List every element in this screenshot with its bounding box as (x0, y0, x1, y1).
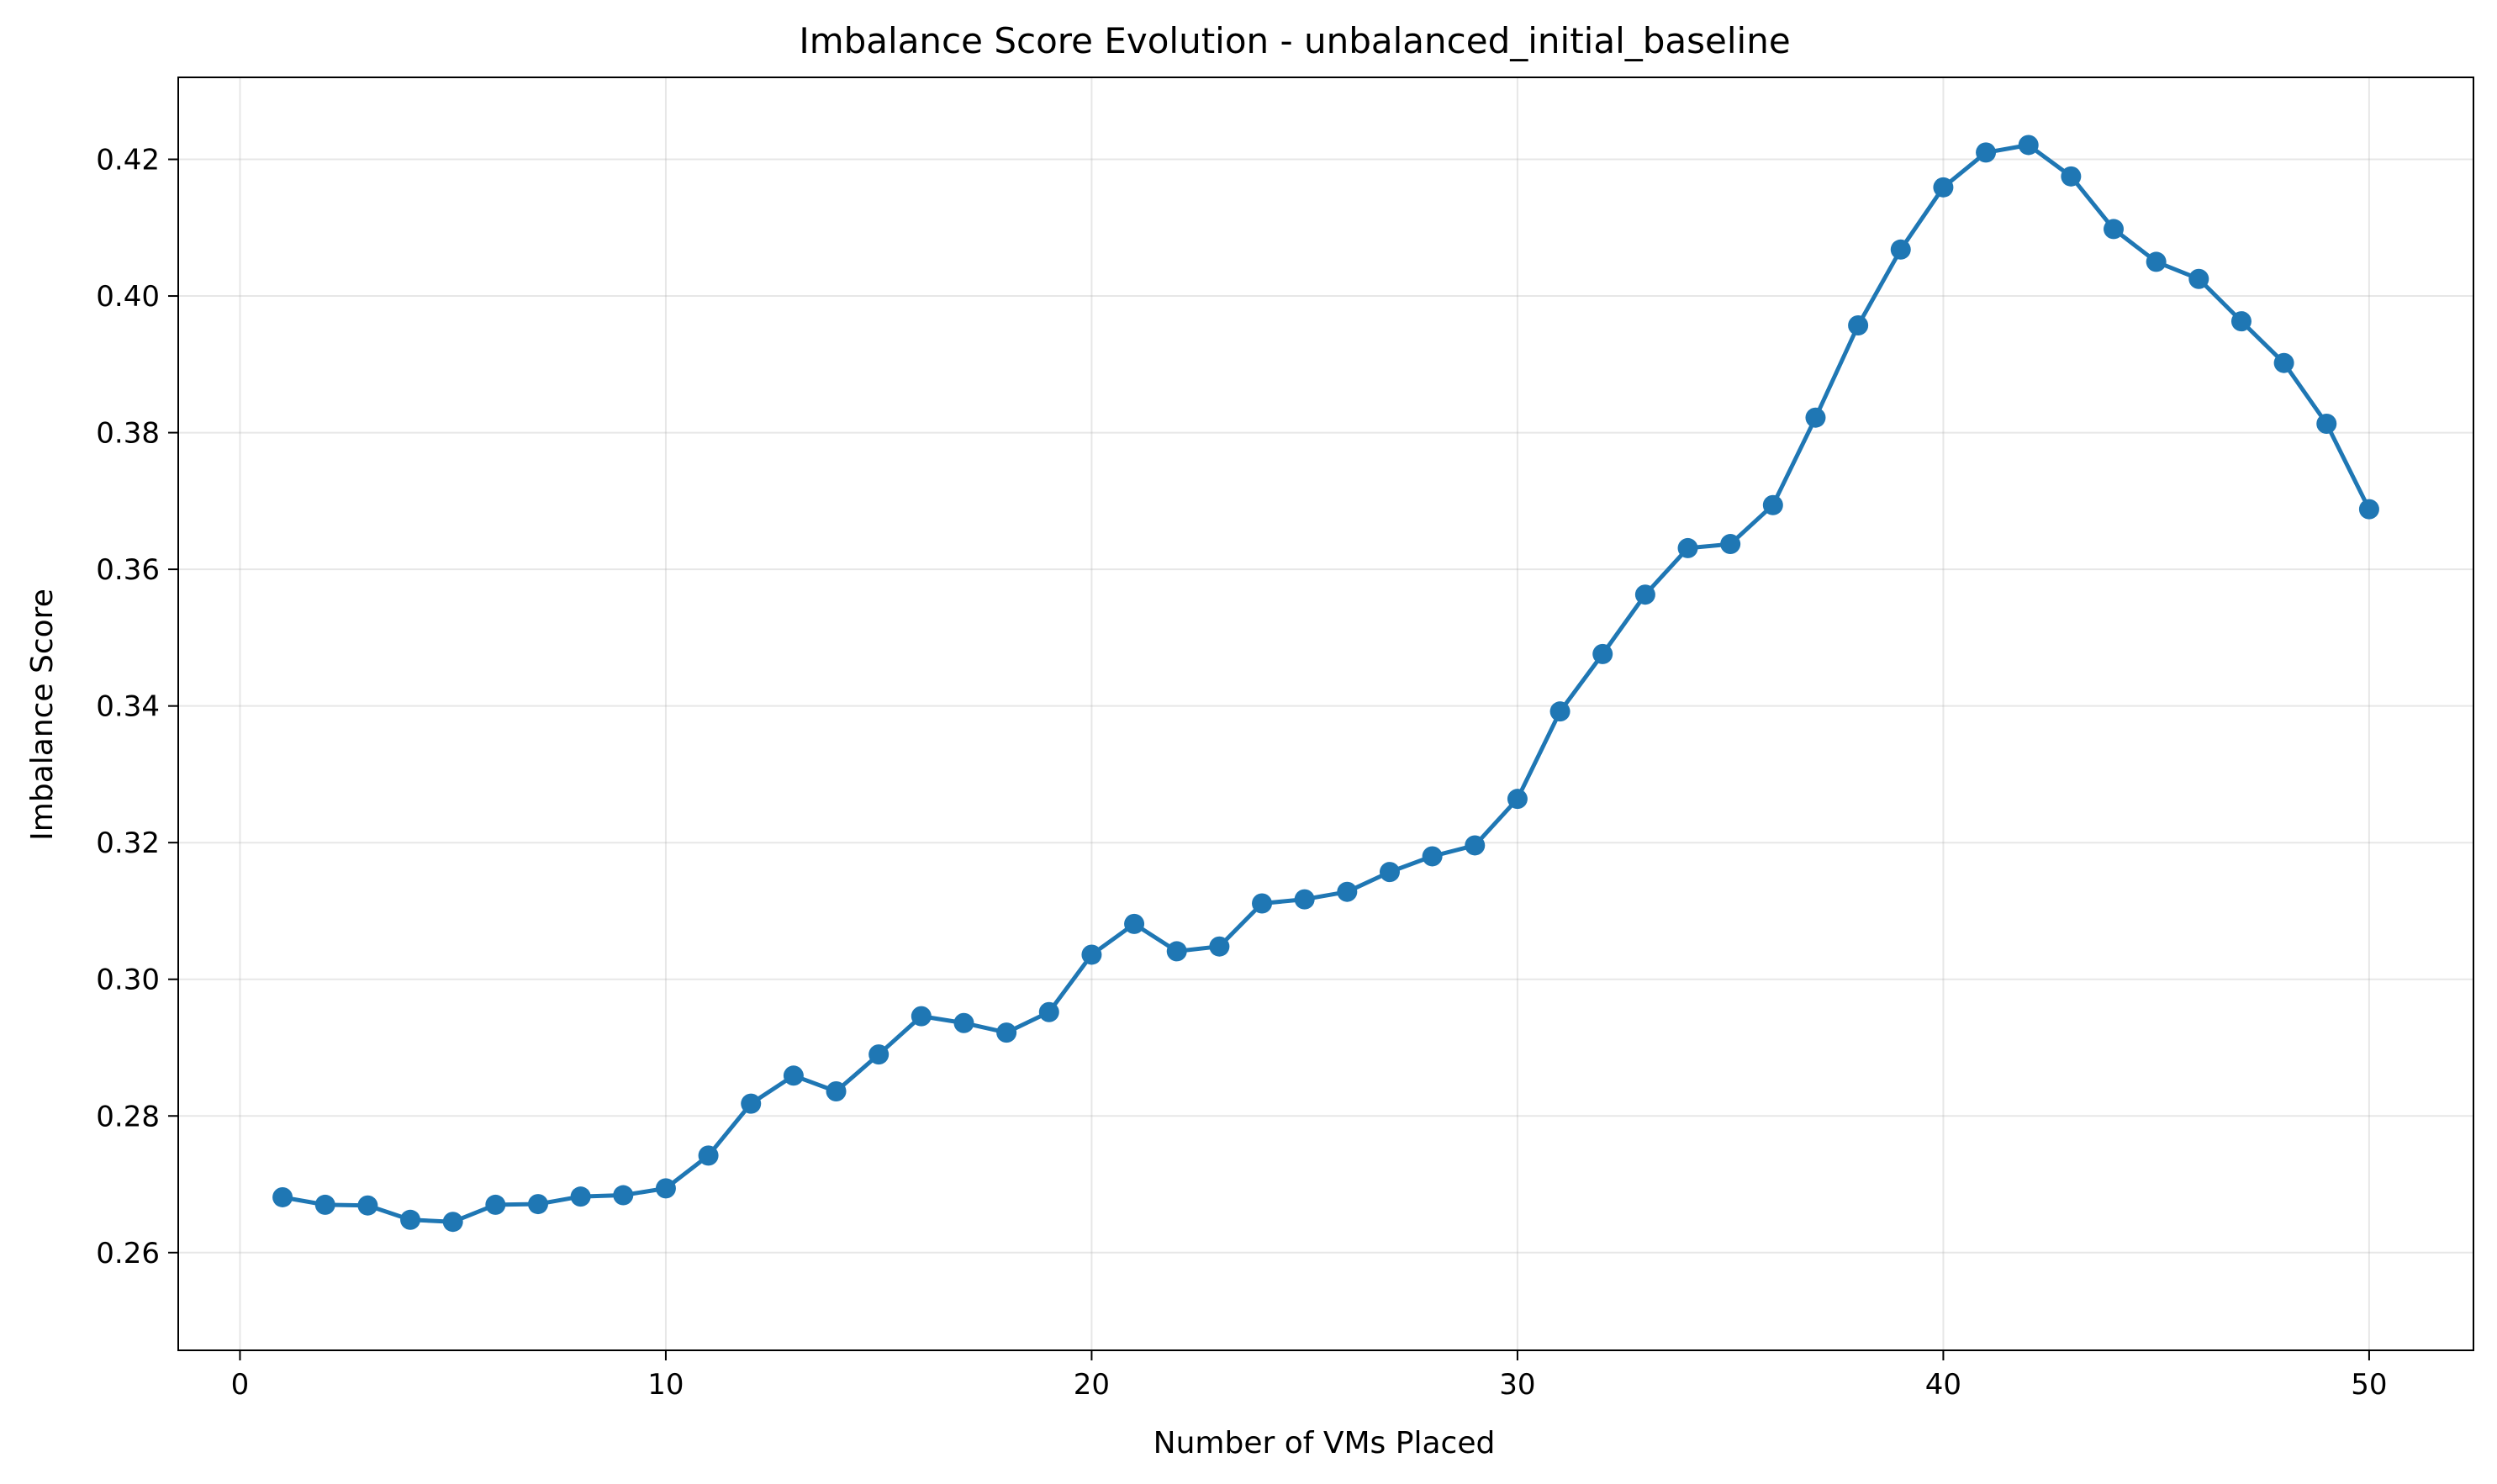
x-axis-label: Number of VMs Placed (1153, 1426, 1496, 1460)
data-point (2188, 268, 2209, 289)
data-point (1166, 941, 1187, 962)
y-tick-label: 0.40 (96, 280, 160, 314)
data-point (953, 1012, 974, 1033)
data-point (2146, 251, 2167, 272)
y-axis-label: Imbalance Score (25, 589, 60, 841)
data-point (2061, 166, 2082, 187)
data-point (1294, 889, 1315, 910)
data-point (485, 1194, 506, 1215)
data-point (1252, 893, 1273, 914)
data-point (1592, 643, 1613, 664)
x-tick-label: 30 (1499, 1368, 1535, 1402)
grid-layer (178, 77, 2473, 1350)
x-tick-label: 10 (647, 1368, 684, 1402)
data-point (1038, 1001, 1059, 1022)
y-tick-label: 0.30 (96, 964, 160, 997)
data-point (783, 1065, 804, 1086)
data-point (1976, 142, 1997, 163)
data-point (272, 1186, 293, 1207)
data-point (868, 1044, 890, 1065)
data-point (1422, 846, 1443, 867)
data-point (2316, 414, 2337, 435)
data-point (400, 1209, 421, 1230)
data-point (1762, 494, 1783, 515)
data-point (1337, 881, 1358, 902)
y-tick-label: 0.38 (96, 417, 160, 451)
x-tick-label: 40 (1925, 1368, 1961, 1402)
x-tick-label: 50 (2351, 1368, 2387, 1402)
data-point (570, 1186, 591, 1207)
x-tick-label: 0 (231, 1368, 250, 1402)
plot-frame (177, 77, 2474, 1351)
y-tick-label: 0.32 (96, 826, 160, 860)
data-point (1890, 239, 1911, 260)
data-point (1720, 534, 1741, 555)
ticks-layer: 0 10 20 30 40 50 0.26 0.28 0.30 0.32 0.34 0.36 0.38 0… (96, 144, 2387, 1402)
y-tick-label: 0.28 (96, 1100, 160, 1133)
data-point (1848, 314, 1869, 335)
data-point (826, 1080, 847, 1101)
data-point (1081, 944, 1102, 965)
chart-title: Imbalance Score Evolution - unbalanced_i… (799, 20, 1790, 61)
data-point (911, 1006, 932, 1027)
data-point (1507, 789, 1528, 810)
data-point (1677, 537, 1698, 558)
data-point (996, 1022, 1017, 1043)
data-point (1124, 913, 1145, 934)
data-point (2104, 219, 2125, 240)
data-point (357, 1195, 378, 1216)
data-point (2018, 135, 2039, 156)
y-tick-label: 0.36 (96, 553, 160, 587)
data-point (741, 1093, 762, 1114)
series-layer (272, 135, 2379, 1233)
data-point (1379, 862, 1400, 883)
data-point (2358, 499, 2379, 520)
data-point (2273, 352, 2294, 373)
data-point (613, 1185, 634, 1206)
data-point (314, 1194, 335, 1215)
data-point (1209, 936, 1230, 957)
data-point (527, 1194, 548, 1215)
x-tick-label: 20 (1074, 1368, 1110, 1402)
data-point (2230, 311, 2252, 332)
y-tick-label: 0.42 (96, 144, 160, 177)
data-point (442, 1212, 463, 1233)
data-point (1465, 835, 1486, 856)
y-tick-label: 0.34 (96, 690, 160, 724)
data-point (698, 1145, 719, 1166)
data-point (1933, 177, 1954, 198)
data-point (1805, 407, 1826, 428)
data-point (1634, 584, 1655, 605)
data-point (655, 1178, 676, 1199)
data-point (1549, 701, 1571, 722)
y-tick-label: 0.26 (96, 1237, 160, 1270)
